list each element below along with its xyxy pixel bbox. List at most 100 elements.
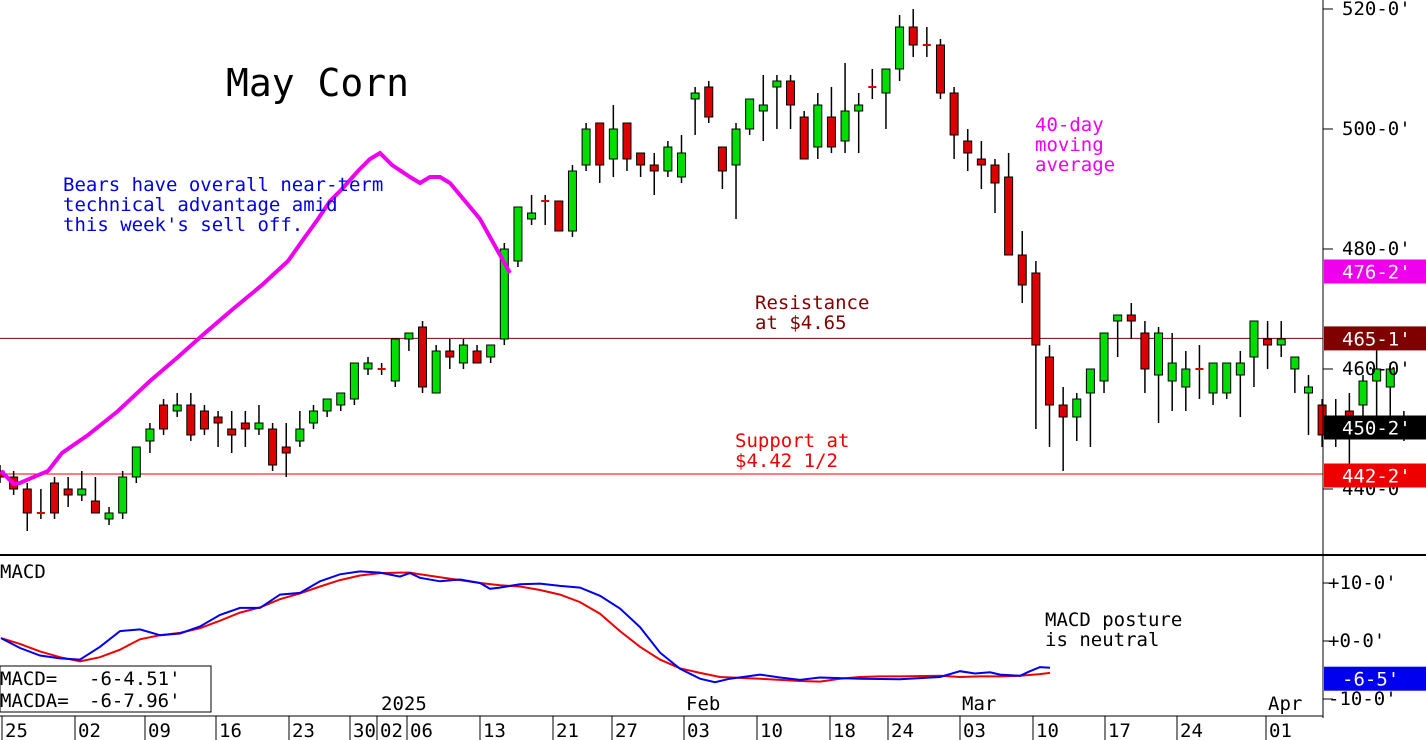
candle (554, 200, 564, 232)
candle (595, 122, 605, 183)
candle-body (458, 344, 468, 364)
candle-body (268, 428, 278, 466)
candle (281, 423, 291, 477)
candle (268, 423, 278, 471)
candle (1208, 362, 1218, 405)
date-tick-label: 30 (353, 720, 376, 740)
candle (172, 393, 182, 417)
candle (854, 93, 864, 153)
macd-readout-value: -6-4.51' (89, 668, 181, 690)
candle (541, 195, 550, 225)
candle (772, 75, 782, 129)
candle-body (895, 26, 905, 70)
candle (1099, 332, 1109, 393)
candle (227, 411, 237, 453)
candle (186, 393, 196, 441)
candle (322, 398, 332, 417)
macd-axis-label: +10-0' (1328, 572, 1397, 594)
candle-body (131, 446, 141, 478)
candle (1181, 351, 1191, 411)
candle (963, 129, 973, 171)
candle-body (363, 362, 373, 370)
candle (1045, 345, 1055, 447)
candle-body (1372, 368, 1382, 382)
candle (704, 81, 714, 123)
candle (131, 446, 141, 483)
candle (1249, 320, 1259, 387)
candle (813, 93, 823, 159)
candle-body (281, 446, 291, 454)
candle-body (1208, 362, 1218, 394)
date-tick-label: 18 (833, 720, 856, 740)
candle-body (663, 146, 673, 172)
candle (1385, 363, 1395, 423)
candle (990, 159, 1000, 213)
candle-body (704, 86, 714, 118)
candle-body (254, 422, 264, 430)
candle (486, 344, 496, 363)
date-tick-label: 27 (615, 720, 638, 740)
macd-note: MACD posture is neutral (1045, 609, 1182, 651)
candle (1113, 314, 1123, 357)
candle-body (1263, 338, 1273, 346)
candle (118, 471, 128, 519)
macd-note-line: is neutral (1045, 629, 1159, 651)
date-tick-label: 24 (1180, 720, 1203, 740)
candle (1290, 356, 1300, 393)
macda-readout-value: -6-7.96' (89, 690, 181, 712)
candle (90, 477, 100, 514)
candle-body (813, 104, 823, 148)
candle (418, 321, 428, 393)
candle-body (949, 92, 959, 136)
candle-body (77, 488, 87, 496)
price-tag-label: -6-5' (1342, 669, 1399, 691)
candle-body (527, 212, 537, 220)
candle (935, 39, 945, 99)
candle-body (390, 338, 400, 382)
candle-body (717, 146, 727, 172)
comment-line: this week's sell off. (63, 214, 303, 236)
candle-body (772, 80, 782, 88)
date-tick-label: 25 (5, 720, 28, 740)
price-tag-resistance: 465-1' (1324, 326, 1426, 351)
candle-body (758, 104, 768, 112)
resistance-label-line: at $4.65 (755, 312, 847, 334)
candle-body (22, 488, 32, 514)
candle (1263, 321, 1273, 369)
macd-panel: MACD MACD posture is neutral MACD= -6-4.… (0, 561, 1182, 713)
candle (799, 111, 809, 160)
candle-body (1031, 272, 1041, 346)
candle (1195, 345, 1204, 399)
candle-body (786, 80, 796, 106)
candle-body (486, 344, 496, 358)
candle (458, 339, 468, 369)
candle (1235, 351, 1245, 417)
candle-body (1140, 332, 1150, 370)
candle (336, 392, 346, 411)
candle-body (567, 170, 577, 232)
candle-body (186, 404, 196, 436)
candle (690, 87, 700, 135)
candle (349, 362, 359, 405)
candle (36, 489, 45, 519)
candle-body (881, 68, 891, 94)
date-tick-label: 06 (410, 720, 433, 740)
candle (431, 345, 441, 394)
candle (1276, 321, 1286, 357)
date-tick-label: 17 (1108, 720, 1131, 740)
candle-body (1290, 356, 1300, 370)
candle (1004, 153, 1014, 256)
moving-average-label: 40-day moving average (1035, 114, 1115, 176)
candle-body (826, 116, 836, 148)
candle-body (1017, 254, 1027, 286)
candle-body (145, 428, 155, 442)
date-tick-label: 02 (380, 720, 403, 740)
candle (1072, 393, 1082, 441)
candle (254, 405, 264, 435)
candle-body (581, 128, 591, 166)
date-tick-label: 01 (1269, 720, 1292, 740)
candle (717, 146, 727, 189)
price-tag-last: 450-2' (1324, 415, 1426, 440)
candle-body (404, 332, 414, 340)
